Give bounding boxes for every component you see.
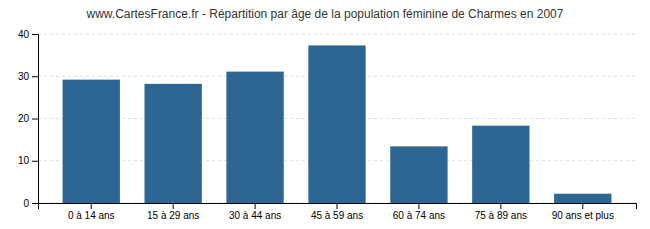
bar <box>226 72 283 203</box>
y-tick-label: 10 <box>18 155 30 166</box>
x-tick-mark <box>418 203 419 209</box>
y-tick-label: 30 <box>18 71 30 82</box>
plot: 0 10 20 30 40 0 à 14 ans 15 à 29 ans 30 à 44 an… <box>18 29 637 221</box>
x-tick: 30 à 44 ans <box>229 203 281 221</box>
x-tick-label: 90 ans et plus <box>552 210 614 221</box>
bars <box>63 45 612 203</box>
y-tick: 10 <box>18 155 38 166</box>
bar <box>554 194 611 203</box>
x-tick-label: 75 à 89 ans <box>475 210 527 221</box>
x-tick-label: 0 à 14 ans <box>68 210 115 221</box>
chart: www.CartesFrance.fr - Répartition par âg… <box>0 0 650 229</box>
x-axis-line <box>39 204 637 210</box>
x-tick: 15 à 29 ans <box>147 203 199 221</box>
x-axis: 0 à 14 ans 15 à 29 ans 30 à 44 ans 45 à 59 … <box>39 203 637 221</box>
x-tick-label: 15 à 29 ans <box>147 210 199 221</box>
bar <box>390 146 447 203</box>
x-tick: 0 à 14 ans <box>68 203 115 221</box>
x-tick-mark <box>255 203 256 209</box>
x-tick: 45 à 59 ans <box>311 203 363 221</box>
x-tick-label: 30 à 44 ans <box>229 210 281 221</box>
x-tick: 90 ans et plus <box>552 203 614 221</box>
bar <box>144 84 201 203</box>
title: www.CartesFrance.fr - Répartition par âg… <box>86 7 564 21</box>
y-axis-line <box>32 35 39 204</box>
y-tick: 20 <box>18 113 38 124</box>
x-tick-mark <box>500 203 501 209</box>
y-tick-mark <box>32 203 38 204</box>
y-tick-mark <box>32 119 38 120</box>
y-tick-mark <box>32 161 38 162</box>
y-tick: 0 <box>23 198 38 209</box>
grid <box>38 34 636 203</box>
x-tick-label: 45 à 59 ans <box>311 210 363 221</box>
x-tick-mark <box>337 203 338 209</box>
x-tick-mark <box>582 203 583 209</box>
x-tick-mark <box>91 203 92 209</box>
y-tick-label: 20 <box>18 113 30 124</box>
bar <box>63 80 120 203</box>
y-tick: 40 <box>18 29 38 40</box>
y-tick-mark <box>32 34 38 35</box>
x-tick: 60 à 74 ans <box>393 203 445 221</box>
y-tick-label: 40 <box>18 29 30 40</box>
grid-line <box>38 34 636 35</box>
x-tick-mark <box>173 203 174 209</box>
y-tick-mark <box>32 76 38 77</box>
bar <box>308 45 365 203</box>
y-axis: 0 10 20 30 40 <box>18 29 39 209</box>
bar <box>472 126 529 203</box>
x-tick: 75 à 89 ans <box>475 203 527 221</box>
y-tick-label: 0 <box>23 198 29 209</box>
x-tick-label: 60 à 74 ans <box>393 210 445 221</box>
y-tick: 30 <box>18 71 38 82</box>
